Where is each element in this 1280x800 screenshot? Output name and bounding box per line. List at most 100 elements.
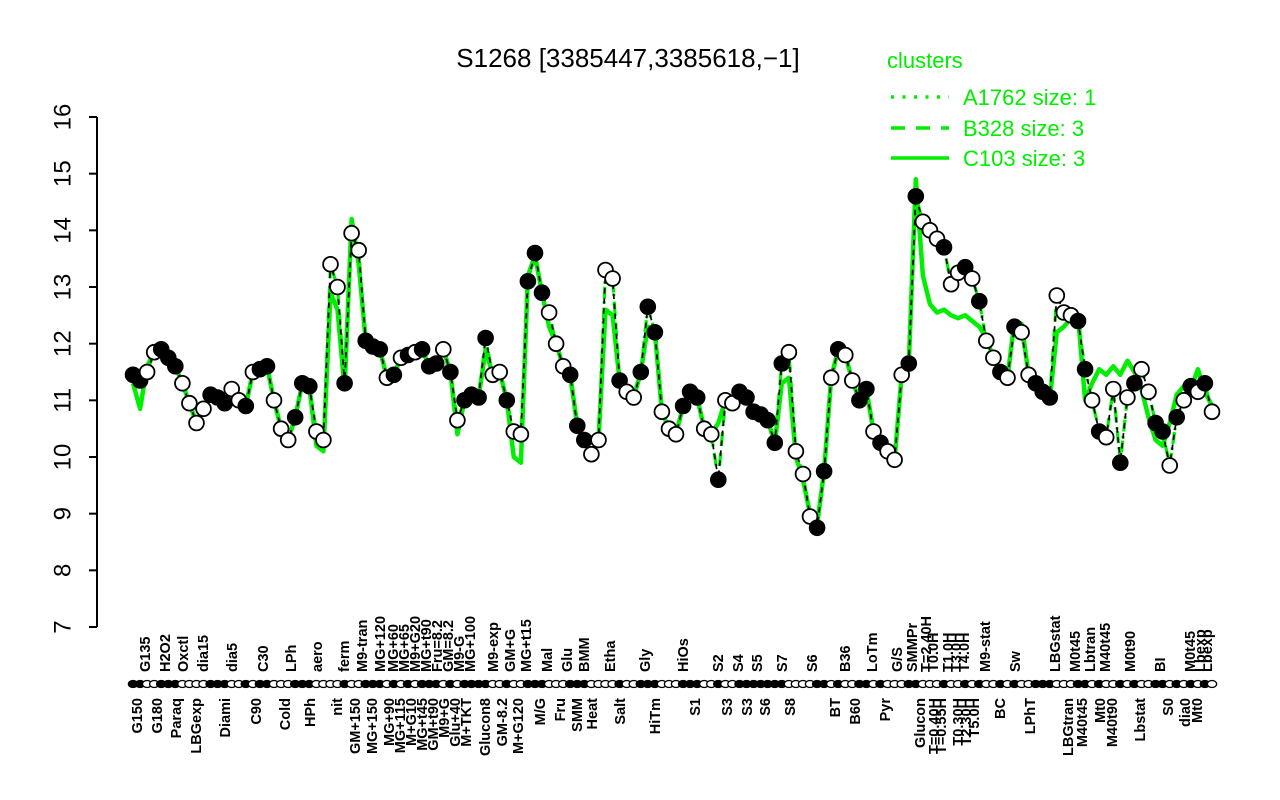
data-point [886,451,903,469]
x-label-above: MG+t90 [419,619,435,672]
data-point [195,400,212,418]
data-point [315,431,332,449]
data-point [1083,391,1101,409]
data-point [442,363,459,381]
data-point [181,394,198,412]
x-label-below: HPh [303,698,319,727]
data-point [322,255,339,273]
data-point [1069,312,1087,330]
x-label-below: S3 [740,698,756,716]
condition-marker [1206,679,1218,689]
data-point [766,434,784,452]
data-point [138,363,156,381]
y-tick-label: 14 [49,217,76,244]
x-label-below: M+G10 [404,698,420,746]
x-label-below: Mt0 [1190,698,1206,723]
x-label-below: S8 [783,698,799,716]
x-label-below: M+TKT [459,698,475,747]
data-point [808,519,826,537]
x-label-below: GM+150 [348,698,364,754]
legend: clusters A1762 size: 1 B328 size: 3 C103… [887,48,1096,171]
x-label-above: LBGstat [1048,615,1064,672]
cluster-c103-solid-line [130,177,1215,528]
x-label-below: T5.0H [967,698,983,738]
x-label-above: T4.0H [957,633,973,673]
x-label-below: dia0 [1178,698,1194,727]
data-point [188,414,205,432]
data-point [258,357,276,375]
x-label-above: M0t45 [1068,631,1084,672]
data-point [1013,323,1030,341]
data-point [237,397,255,415]
data-point [371,340,389,358]
x-label-above: Mal [540,648,556,672]
x-label-above: M9-G [452,636,468,672]
y-tick-label: 9 [49,507,76,520]
chart-title: S1268 [3385447,3385618,−1] [456,43,799,73]
y-axis: 7 8 9 10 11 12 13 14 15 16 [49,104,98,634]
x-label-above: dia5 [225,643,241,672]
data-point [900,355,918,372]
x-label-below: MG+t45 [415,698,431,751]
data-point [1168,408,1185,426]
x-label-above: S5 [750,654,766,672]
data-point [1048,287,1066,304]
data-point [963,270,981,287]
data-point [1076,360,1094,378]
data-point [512,425,530,443]
x-label-above: BI [1153,658,1169,673]
data-point [279,431,297,449]
data-point [667,425,685,443]
x-label-above: Lbexp [1193,629,1209,672]
x-label-below: SMM [570,698,586,732]
data-point [858,380,875,398]
x-label-below: MG+150 [365,698,381,754]
x-label-above: MG+65 [397,624,413,672]
data-point [533,284,551,302]
x-label-above: Lbexp [1200,629,1216,672]
data-point [702,425,720,443]
x-label-below: Paraq [169,698,185,738]
profile-dashed-line [132,196,1213,531]
data-point [498,391,516,409]
data-point [519,272,537,290]
data-point [329,278,346,296]
data-point [568,417,586,435]
x-label-above: T3.0H [949,633,965,673]
x-label-below: Glu+40 [448,698,464,747]
x-label-above: S6 [805,654,821,672]
x-label-above: HiOs [676,638,692,672]
x-label-below: MG+90 [382,698,398,746]
x-label-above: LPh [284,645,300,672]
x-label-below: T0.30H [951,698,967,746]
x-label-below: M/G [533,698,549,725]
data-point [216,394,234,412]
x-label-above: Etha [603,640,619,672]
legend-entry-b328: B328 size: 3 [963,116,1084,141]
data-point [434,340,452,358]
x-label-above: S4 [731,654,747,672]
data-point [1203,403,1221,421]
legend-entry-a1762: A1762 size: 1 [963,85,1096,110]
y-tick-label: 8 [49,564,76,577]
data-point [1105,380,1122,398]
data-point [780,343,798,361]
data-point [843,372,861,389]
data-point [300,377,318,395]
x-label-below: G150 [130,698,146,733]
x-label-above: BMM [577,637,593,672]
data-point [350,241,368,259]
x-label-below: T2.30H [959,698,975,746]
data-point [822,369,840,387]
data-point [575,431,593,449]
data-point [477,329,494,347]
x-label-below: Salt [613,698,629,725]
x-label-below: Pyr [878,698,894,722]
data-point [547,335,565,353]
x-label-above: M9-tran [355,620,371,672]
data-point [1196,374,1214,392]
x-label-below: LBGexp [189,698,205,754]
data-point [646,323,664,341]
x-label-below: M+G120 [511,698,527,754]
